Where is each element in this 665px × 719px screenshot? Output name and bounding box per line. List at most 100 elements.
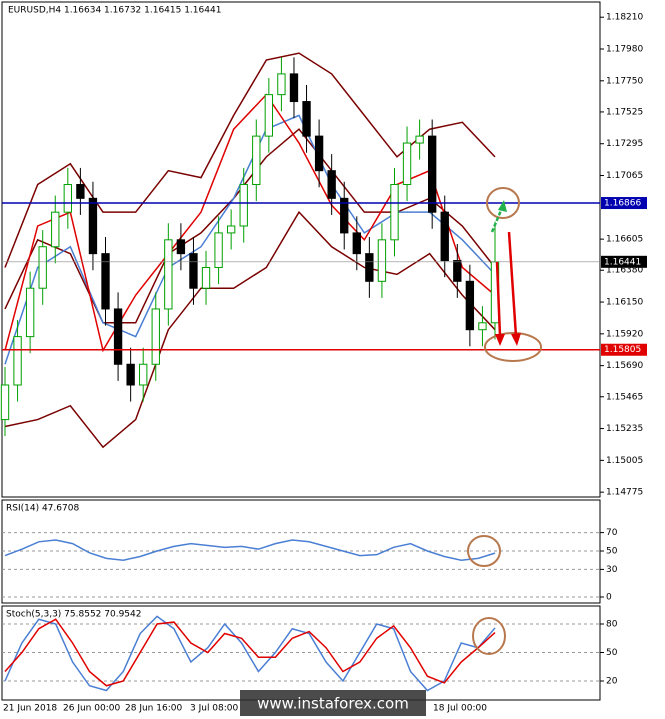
rsi-title: RSI(14) 47.6708 [6,504,79,514]
indicator-line [4,93,496,353]
candle-body [201,266,211,289]
candle-body [126,363,135,386]
candle-body [214,232,223,268]
chart-title: EURUSD,H4 1.16634 1.16732 1.16415 1.1644… [8,6,221,16]
y-tick-label: 1.15235 [606,424,643,434]
candle-body [252,135,261,186]
candle-body [440,211,449,262]
indicator-line [4,114,496,365]
y-tick-label: 1.15920 [606,329,643,339]
y-tick-label: 1.15465 [606,392,643,402]
y-tick-label: 1.16380 [606,266,643,276]
candle-body [289,73,299,103]
x-tick-label: 21 Jun 2018 [3,704,57,714]
y-tick-label: 1.17980 [606,45,643,55]
candle-body [415,135,424,144]
candle-body [63,184,72,213]
circle-annotation [472,617,506,655]
indicator-line [4,615,496,692]
arrow-head [511,333,521,346]
candle-body [239,184,248,227]
candle-body [25,287,35,338]
y-tick-label: 70 [606,528,618,538]
candle-body [277,73,286,96]
candle-body [51,211,60,248]
candle-body [226,225,236,234]
circle-annotation [486,187,520,219]
candle-body [327,170,336,199]
candle-body [302,101,311,137]
candle-body [365,253,374,282]
y-tick-label: 1.16605 [606,235,643,245]
candle-body [453,260,462,282]
indicator-line [4,210,496,449]
indicator-line [4,128,496,324]
x-tick-label: 28 Jun 16:00 [125,704,182,714]
candle-body [13,336,22,386]
y-tick-label: 1.18210 [606,13,643,23]
candle-body [465,280,475,331]
y-tick-label: 20 [606,677,618,687]
candle-body [264,94,274,137]
x-tick-label: 26 Jun 00:00 [63,704,120,714]
y-tick-label: 1.15690 [606,361,643,371]
indicator-line [4,52,496,268]
candle-body [478,322,487,331]
arrow-head [495,334,505,346]
candle-body [164,239,173,310]
y-tick-label: 50 [606,648,618,658]
candle-body [340,197,349,234]
indicator-line [4,539,496,561]
y-tick-label: 1.17525 [606,107,643,117]
watermark: www.instaforex.com [257,695,409,713]
candle-body [176,239,186,255]
arrow-head [498,200,507,212]
y-tick-label: 1.17295 [606,139,643,149]
level-label: 1.16866 [604,199,641,209]
y-tick-label: 50 [606,547,618,557]
candle-body [88,197,98,255]
candle-body [428,135,437,213]
arrow [490,207,504,233]
candle-body [0,384,10,421]
current-price-tag [601,255,647,268]
y-tick-label: 30 [606,565,618,575]
candle-body [139,363,148,386]
stoch-title: Stoch(5,3,3) 75.8552 70.9542 [6,610,141,620]
y-tick-label: 1.15005 [606,456,643,466]
annotations [467,187,542,655]
y-tick-label: 80 [606,620,618,630]
y-tick-label: 1.16150 [606,298,643,308]
level-tag [601,343,647,356]
price-panel [1,1,601,498]
level-tag [601,197,647,210]
candle-body [101,253,110,310]
candle-body [352,232,361,255]
candle-body [402,142,412,186]
candle-body [189,253,198,289]
circle-annotation [467,535,501,567]
y-tick-label: 1.17750 [606,76,643,86]
x-tick-label: 3 Jul 08:00 [190,704,239,714]
candle-body [76,184,85,199]
watermark-box [240,690,426,716]
candle-body [113,308,123,365]
arrow [507,231,518,337]
y-tick-label: 1.17065 [606,171,643,181]
y-tick-label: 0 [606,593,612,603]
circle-annotation [484,332,542,362]
x-tick-label: 18 Jul 00:00 [433,704,487,714]
arrow [495,261,502,337]
candle-body [390,184,399,241]
current-price-label: 1.16441 [604,257,641,267]
level-label: 1.15805 [604,345,641,355]
candle-body [151,308,160,365]
candle-body [314,135,324,172]
candle-body [38,246,47,289]
arrows [490,200,521,346]
candle-body [377,239,387,282]
indicator-line [4,618,496,687]
y-tick-label: 1.14775 [606,488,643,498]
